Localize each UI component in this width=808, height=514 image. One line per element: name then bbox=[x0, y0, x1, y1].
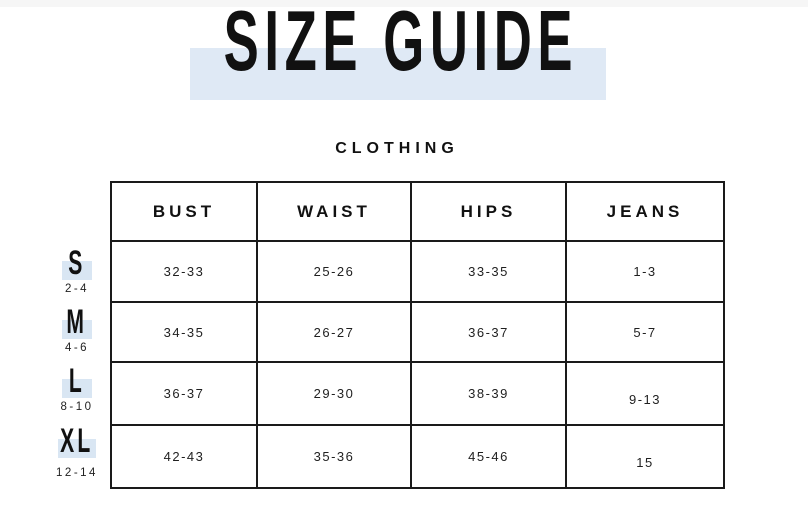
table-header-row: BUST WAIST HIPS JEANS bbox=[110, 181, 725, 242]
cell-waist: 29-30 bbox=[256, 361, 412, 426]
size-chart-table: BUST WAIST HIPS JEANS 32-33 25-26 33-35 … bbox=[110, 181, 725, 489]
size-highlight bbox=[62, 261, 92, 280]
size-range: 8-10 bbox=[60, 401, 94, 413]
title-highlight-bar bbox=[190, 48, 606, 100]
size-highlight bbox=[58, 439, 96, 458]
size-range: 4-6 bbox=[64, 342, 90, 354]
column-header-hips: HIPS bbox=[410, 181, 567, 242]
size-letter: L bbox=[69, 362, 85, 400]
cell-hips: 33-35 bbox=[410, 240, 567, 303]
page-title: SIZE GUIDE bbox=[223, 0, 579, 89]
size-range: 12-14 bbox=[56, 467, 98, 479]
page-title-wrap: SIZE GUIDE bbox=[0, 0, 802, 84]
cell-waist: 35-36 bbox=[256, 424, 412, 489]
page-top-strip bbox=[0, 0, 808, 7]
cell-hips: 36-37 bbox=[410, 301, 567, 363]
table-row-xl: 42-43 35-36 45-46 15 bbox=[110, 424, 725, 489]
cell-bust: 32-33 bbox=[110, 240, 258, 303]
cell-hips: 38-39 bbox=[410, 361, 567, 426]
column-header-waist: WAIST bbox=[256, 181, 412, 242]
cell-jeans: 15 bbox=[565, 424, 725, 489]
table-row-m: 34-35 26-27 36-37 5-7 bbox=[110, 301, 725, 363]
size-letter: M bbox=[66, 303, 88, 341]
size-highlight bbox=[62, 320, 92, 339]
cell-jeans: 1-3 bbox=[565, 240, 725, 303]
cell-hips: 45-46 bbox=[410, 424, 567, 489]
cell-jeans: 5-7 bbox=[565, 301, 725, 363]
table-row-l: 36-37 29-30 38-39 9-13 bbox=[110, 361, 725, 426]
size-highlight bbox=[62, 379, 92, 398]
table-row-s: 32-33 25-26 33-35 1-3 bbox=[110, 240, 725, 303]
cell-bust: 36-37 bbox=[110, 361, 258, 426]
cell-bust: 42-43 bbox=[110, 424, 258, 489]
section-title-clothing: CLOTHING bbox=[335, 140, 459, 157]
size-letter: XL bbox=[60, 422, 94, 460]
cell-waist: 25-26 bbox=[256, 240, 412, 303]
cell-jeans: 9-13 bbox=[565, 361, 725, 426]
size-range: 2-4 bbox=[64, 283, 90, 295]
cell-waist: 26-27 bbox=[256, 301, 412, 363]
size-letter: S bbox=[68, 244, 86, 282]
column-header-jeans: JEANS bbox=[565, 181, 725, 242]
cell-bust: 34-35 bbox=[110, 301, 258, 363]
column-header-bust: BUST bbox=[110, 181, 258, 242]
